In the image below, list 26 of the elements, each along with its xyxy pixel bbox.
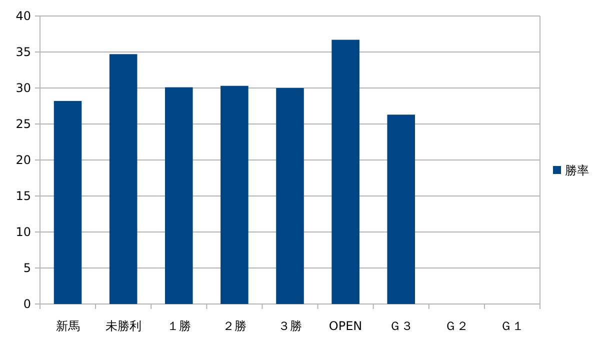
- bar: [54, 100, 82, 304]
- x-tick-label: 新馬: [56, 319, 80, 333]
- bar: [165, 87, 193, 304]
- legend-label: 勝率: [565, 164, 589, 178]
- x-tick-label: Ｇ３: [389, 319, 414, 333]
- x-tick-label: 未勝利: [105, 319, 142, 333]
- y-tick-label: 25: [16, 117, 31, 131]
- y-tick-label: 35: [16, 45, 31, 59]
- y-tick-label: 20: [16, 153, 31, 167]
- y-tick-label: 10: [16, 225, 31, 239]
- bar: [220, 86, 248, 304]
- y-tick-label: 0: [23, 297, 31, 311]
- bar: [276, 88, 304, 304]
- x-tick-label: ３勝: [278, 319, 302, 333]
- bar: [332, 40, 360, 304]
- x-tick-label: １勝: [166, 319, 191, 333]
- bar: [387, 114, 415, 304]
- y-tick-label: 5: [23, 261, 31, 275]
- x-tick-label: Ｇ１: [500, 319, 524, 333]
- x-tick-label: ２勝: [222, 319, 246, 333]
- x-tick-label: Ｇ２: [444, 319, 469, 333]
- y-tick-label: 15: [16, 189, 31, 203]
- x-tick-label: OPEN: [328, 319, 362, 333]
- y-tick-label: 40: [16, 9, 31, 23]
- y-tick-label: 30: [16, 81, 31, 95]
- bar: [109, 54, 138, 304]
